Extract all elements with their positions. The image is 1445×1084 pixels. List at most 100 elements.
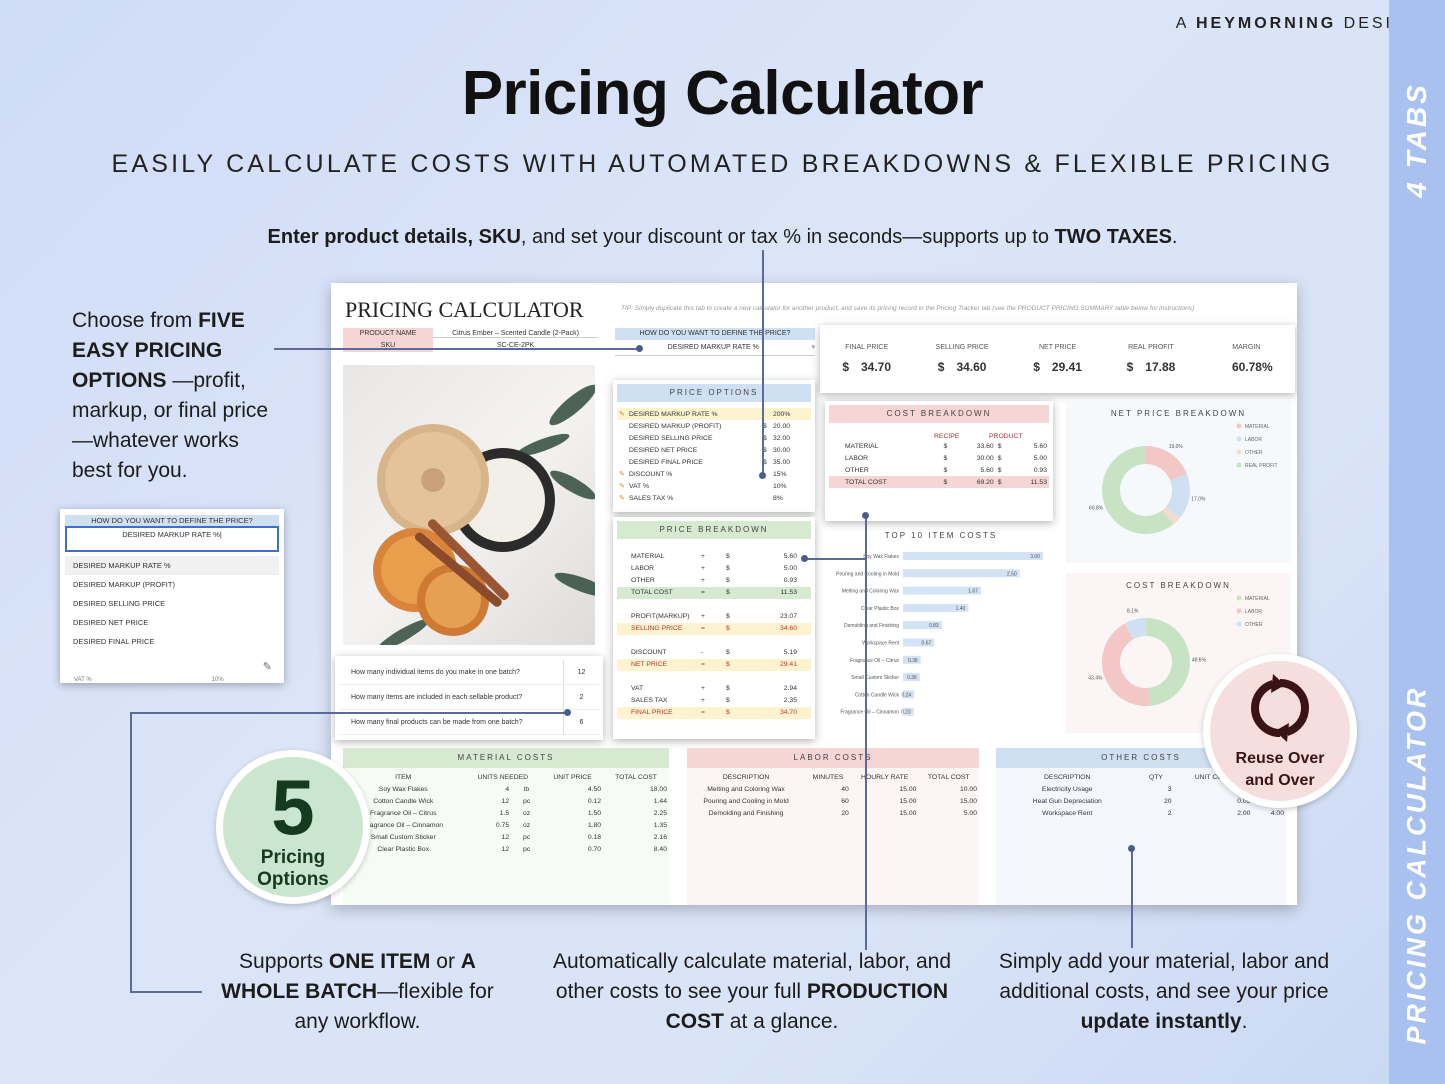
connector-line (130, 712, 568, 714)
batch-callout: Supports ONE ITEM or A WHOLE BATCH—flexi… (221, 950, 494, 1033)
product-name-input[interactable]: Citrus Ember – Scented Candle (2-Pack) (433, 330, 598, 338)
table-cell: 1.44 (653, 797, 667, 805)
bar-value: 0.23 (901, 710, 911, 716)
table-cell: 0.05 (1237, 797, 1251, 805)
connector-line (274, 348, 639, 350)
table-cell: Electricity Usage (1041, 785, 1093, 793)
batch-input[interactable]: 2 (563, 685, 599, 709)
dropdown-option[interactable]: DESIRED MARKUP (PROFIT) (73, 580, 175, 589)
table-row[interactable]: ✎ DESIRED MARKUP RATE % 200% (617, 408, 811, 420)
instant-update-callout: Simply add your material, labor and addi… (998, 950, 1330, 1033)
bar-label: Workspace Rent (862, 641, 899, 647)
page-title: Pricing Calculator (461, 59, 984, 128)
table-cell: pc (522, 845, 531, 853)
table-cell: 1.35 (653, 821, 667, 829)
donut-label: 48.6% (1192, 658, 1207, 664)
dropdown-option[interactable]: DESIRED SELLING PRICE (73, 599, 166, 608)
bar-value: 0.83 (929, 623, 939, 629)
table-row[interactable]: Heat Gun Depreciation 20 0.05 (996, 795, 1286, 807)
connector-line (1131, 848, 1133, 948)
legend-label: LABOR (1245, 609, 1262, 615)
net-donut-title: NET PRICE BREAKDOWN (1110, 409, 1247, 418)
table-row[interactable]: DESIRED SELLING PRICE $32.00 (617, 432, 811, 444)
top10-chart: TOP 10 ITEM COSTS Soy Wax Flakes 3.00 Pour… (831, 531, 1051, 741)
pencil-icon: ✎ (619, 495, 625, 502)
table-row: TOTAL COST = $11.53 (617, 587, 811, 599)
table-row[interactable]: Fragrance Oil – Cinnamon 0.75 oz 1.80 1.35 (343, 819, 669, 831)
table-row[interactable]: Soy Wax Flakes 4 lb 4.50 18.00 (343, 783, 669, 795)
table-row[interactable]: Melting and Coloring Wax 40 15.00 10.00 (687, 783, 979, 795)
donut-slice (1166, 473, 1190, 519)
table-row[interactable]: Workspace Rent 2 2.00 4.00 (996, 807, 1286, 819)
table-row: TOTAL COST $69.20 $11.53 (829, 476, 1049, 488)
labor-costs-title: LABOR COSTS (687, 748, 979, 768)
table-row[interactable]: DESIRED FINAL PRICE $35.00 (617, 456, 811, 468)
table-row: NET PRICE = $29.41 (617, 659, 811, 671)
table-row[interactable]: Clear Plastic Box 12 pc 0.70 8.40 (343, 843, 669, 855)
table-cell: 12 (501, 797, 510, 805)
bar-value: 2.50 (1007, 571, 1017, 577)
table-row: PROFIT(MARKUP) + $23.07 (631, 613, 797, 620)
bar-value: 1.40 (956, 606, 966, 612)
table-row[interactable]: ✎ SALES TAX % 8% (617, 492, 811, 504)
dropdown-field[interactable]: DESIRED MARKUP RATE %| (65, 526, 279, 552)
table-row[interactable]: Fragrance Oil – Citrus 1.5 oz 1.50 2.25 (343, 807, 669, 819)
dropdown-option[interactable]: DESIRED NET PRICE (73, 618, 149, 627)
bar (903, 673, 920, 682)
donut-label: 60.8% (1089, 506, 1104, 512)
table-cell: Cotton Candle Wick (373, 797, 434, 805)
table-cell: $ (997, 442, 1002, 450)
table-cell: 18.00 (649, 785, 667, 793)
recipe-col: RECIPE (934, 433, 960, 440)
table-cell: 3 (1167, 785, 1172, 793)
dropdown-option[interactable]: DESIRED FINAL PRICE (73, 637, 155, 646)
table-row[interactable]: ✎ VAT % 10% (617, 480, 811, 492)
bar (903, 655, 921, 664)
table-row[interactable]: DESIRED MARKUP (PROFIT) $20.00 (617, 420, 811, 432)
table-cell: Heat Gun Depreciation (1032, 797, 1102, 805)
table-cell: Melting and Coloring Wax (707, 785, 785, 793)
donut-label: 43.4% (1088, 676, 1103, 682)
bar (903, 569, 1020, 578)
table-row[interactable]: ✎ DISCOUNT % 15% (617, 468, 811, 480)
table-row[interactable]: Demolding and Finishing 20 15.00 5.00 (687, 807, 979, 819)
sheet-tip: TIP: Simply duplicate this tab to create… (621, 305, 1195, 312)
table-cell: Workspace Rent (1042, 809, 1093, 817)
summary-value: 60.78% (1231, 360, 1273, 374)
summary-value: $34.70 (842, 360, 892, 374)
table-cell: $ (763, 446, 767, 454)
bar (903, 707, 914, 716)
donut-label: 19.0% (1169, 444, 1184, 450)
donut-label: 17.0% (1191, 496, 1206, 502)
price-method-select[interactable]: DESIRED MARKUP RATE % ▾ (615, 340, 815, 356)
table-cell: QTY (1148, 773, 1163, 781)
bar-label: Soy Wax Flakes (863, 554, 899, 560)
donut-slice (1146, 618, 1191, 706)
batch-row: How many individual items do you make in… (339, 660, 599, 685)
table-row[interactable]: Pouring and Cooling in Mold 60 15.00 15.00 (687, 795, 979, 807)
table-cell: $ (763, 458, 767, 466)
table-row[interactable]: Cotton Candle Wick 12 pc 0.12 1.44 (343, 795, 669, 807)
table-header: ITEM UNITS NEEDED UNIT PRICE TOTAL COST (343, 771, 669, 783)
bar-label: Fragrance Oil – Cinnamon (840, 710, 899, 716)
top-callout: Enter product details, SKU, and set your… (267, 226, 1178, 248)
table-cell: 5.60 (1033, 442, 1047, 450)
table-row: SELLING PRICE = $34.60 (617, 623, 811, 635)
summary-label: SELLING PRICE (935, 344, 989, 351)
table-row[interactable]: Small Custom Sticker 12 pc 0.18 2.16 (343, 831, 669, 843)
batch-input[interactable]: 6 (563, 710, 599, 734)
pencil-icon[interactable]: ✎ (262, 661, 272, 673)
table-row[interactable]: DESIRED NET PRICE $30.00 (617, 444, 811, 456)
bar (903, 603, 969, 612)
table-cell: DESCRIPTION (1044, 773, 1091, 781)
sku-input[interactable]: SC-CE-2PK (433, 342, 598, 350)
table-header: DESCRIPTION MINUTES HOURLY RATE TOTAL COST (687, 771, 979, 783)
connector-dot (564, 709, 571, 716)
table-cell: 30.00 (976, 454, 994, 462)
connector-line (805, 558, 865, 560)
dropdown-option[interactable]: DESIRED MARKUP RATE % (65, 556, 279, 575)
legend-label: REAL PROFIT (1245, 463, 1278, 469)
table-cell: 2.16 (653, 833, 667, 841)
table-cell: $ (997, 478, 1002, 486)
batch-input[interactable]: 12 (563, 660, 599, 684)
